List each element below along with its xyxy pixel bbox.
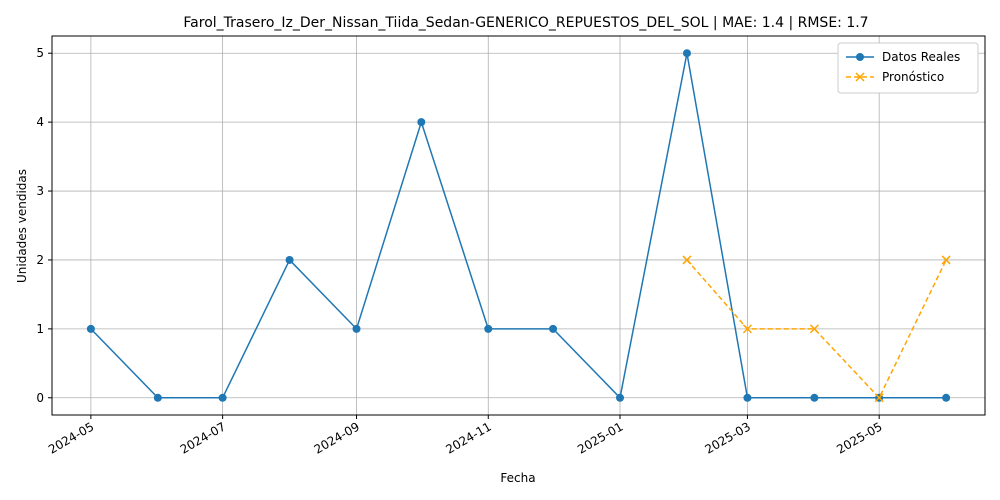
y-tick-label: 3 [36,184,44,198]
y-tick-label: 0 [36,391,44,405]
data-point [616,393,625,402]
legend: Datos Reales Pronóstico [837,42,979,94]
x-axis-label: Fecha [500,471,535,485]
legend-label-datos-reales: Datos Reales [882,50,960,64]
data-point [285,255,294,264]
data-point [549,324,558,333]
series-line [90,53,947,400]
data-point [682,49,691,58]
y-tick-label: 4 [36,115,44,129]
legend-marker-datos-reales [856,53,864,61]
data-point [682,255,692,265]
legend-label-pronostico: Pronóstico [882,70,944,84]
series-layer [86,49,951,403]
data-point [86,324,95,333]
y-axis-label: Unidades vendidas [15,169,29,283]
legend-marker-pronostico [855,72,865,82]
data-point [810,393,819,402]
data-point [742,324,752,334]
plot-frame [51,35,986,416]
y-tick-label: 1 [36,322,44,336]
data-point [809,324,819,334]
data-point [941,255,951,265]
data-point [484,324,493,333]
data-point [874,393,884,403]
data-point [942,393,951,402]
chart-title: Farol_Trasero_Iz_Der_Nissan_Tiida_Sedan-… [183,15,868,31]
data-point [743,393,752,402]
y-tick-label: 5 [36,46,44,60]
y-axis-ticks: 0 1 2 3 4 5 [36,46,52,405]
series-line [686,259,947,400]
data-point [352,324,361,333]
data-point [153,393,162,402]
data-point [417,118,426,127]
data-point [218,393,227,402]
legend-box [837,42,979,94]
y-tick-label: 2 [36,253,44,267]
